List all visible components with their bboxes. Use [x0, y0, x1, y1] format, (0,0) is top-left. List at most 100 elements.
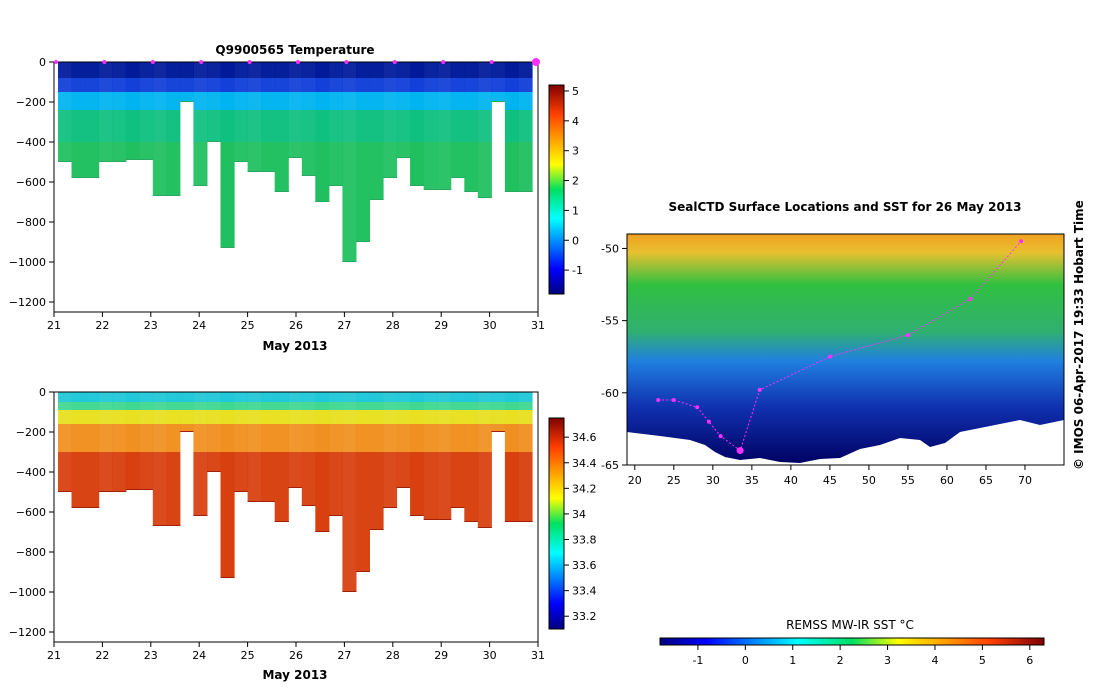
profile-layer — [328, 92, 343, 110]
profile-bottom — [383, 177, 398, 178]
profile-layer — [261, 142, 276, 172]
profile-layer — [423, 402, 438, 410]
y-tick-label: −1200 — [9, 296, 46, 309]
profile-layer — [355, 142, 370, 242]
profile-layer — [125, 78, 140, 92]
profile-layer — [139, 424, 154, 452]
profile-column — [125, 62, 140, 160]
x-tick-label: 29 — [434, 649, 448, 662]
profile-layer — [234, 110, 249, 142]
profile-layer — [85, 92, 100, 110]
profile-layer — [355, 78, 370, 92]
profile-bottom — [247, 501, 262, 502]
profile-layer — [139, 402, 154, 410]
map-y-tick-label: -55 — [601, 315, 619, 328]
profile-layer — [247, 78, 262, 92]
profile-bottom — [328, 515, 343, 516]
profile-column — [193, 62, 208, 186]
profile-layer — [179, 92, 194, 102]
profile-layer — [247, 62, 262, 78]
profile-bottom — [58, 491, 73, 492]
profile-layer — [396, 142, 411, 158]
y-tick-label: 0 — [39, 386, 46, 399]
profile-layer — [207, 78, 222, 92]
profile-layer — [369, 392, 384, 402]
track-point — [1019, 239, 1024, 244]
profile-bottom — [301, 505, 316, 506]
profile-layer — [112, 110, 127, 142]
profile-layer — [315, 78, 330, 92]
profile-layer — [139, 410, 154, 424]
sst-colorbar — [659, 637, 1045, 646]
profile-layer — [491, 78, 506, 92]
profile-bottom — [125, 489, 140, 490]
profile-bottom — [220, 247, 235, 248]
profile-layer — [437, 142, 452, 190]
profile-layer — [274, 402, 289, 410]
profile-column — [504, 62, 519, 192]
sst-colorbar-tick-label: 3 — [884, 654, 891, 667]
map-title: SealCTD Surface Locations and SST for 26… — [668, 200, 1021, 214]
profile-layer — [315, 402, 330, 410]
surface-marker — [199, 60, 204, 64]
profile-layer — [423, 62, 438, 78]
salinity-panel: 21 22 23 24 25 26 27 28 29 30 31 0 −200 −400 −600 −800 −… — [9, 386, 597, 682]
profile-layer — [518, 92, 533, 110]
profile-layer — [234, 452, 249, 492]
profile-bottom — [71, 507, 86, 508]
profile-layer — [112, 402, 127, 410]
profile-layer — [288, 142, 303, 158]
profile-column — [58, 392, 73, 492]
profile-bottom — [207, 471, 222, 472]
profile-column — [328, 392, 343, 516]
temperature-xlabel: May 2013 — [262, 339, 327, 353]
profile-layer — [301, 410, 316, 424]
profile-bottom — [342, 261, 357, 262]
profile-layer — [71, 402, 86, 410]
track-point — [736, 447, 744, 455]
profile-layer — [247, 92, 262, 110]
profile-layer — [410, 78, 425, 92]
profile-layer — [437, 62, 452, 78]
x-tick-label: 23 — [144, 319, 158, 332]
profile-layer — [58, 410, 73, 424]
x-tick-label: 24 — [192, 319, 206, 332]
profile-column — [234, 392, 249, 492]
surface-marker — [441, 60, 446, 64]
profile-layer — [112, 452, 127, 492]
profile-column — [261, 392, 276, 502]
profile-layer — [274, 62, 289, 78]
profile-layer — [423, 78, 438, 92]
profile-layer — [315, 92, 330, 110]
profile-layer — [342, 424, 357, 452]
profile-layer — [220, 452, 235, 578]
profile-layer — [179, 410, 194, 424]
surface-marker — [344, 60, 349, 64]
profile-layer — [328, 392, 343, 402]
profile-layer — [98, 402, 113, 410]
profile-bottom — [166, 195, 181, 196]
profile-layer — [58, 452, 73, 492]
profile-layer — [58, 424, 73, 452]
profile-bottom — [423, 519, 438, 520]
colorbar-tick-label: 3 — [572, 145, 579, 158]
profile-column — [396, 62, 411, 158]
profile-column — [179, 392, 194, 432]
profile-layer — [166, 78, 181, 92]
profile-layer — [437, 110, 452, 142]
profile-layer — [504, 110, 519, 142]
surface-marker — [392, 60, 397, 64]
profile-layer — [261, 452, 276, 502]
x-tick-label: 28 — [386, 649, 400, 662]
profile-layer — [369, 410, 384, 424]
profile-column — [410, 62, 425, 186]
profile-bottom — [247, 171, 262, 172]
profile-layer — [396, 410, 411, 424]
profile-column — [179, 62, 194, 102]
colorbar-tick-label: 2 — [572, 175, 579, 188]
profile-layer — [98, 110, 113, 142]
profile-layer — [98, 92, 113, 110]
profile-bottom — [477, 527, 492, 528]
profile-layer — [193, 392, 208, 402]
profile-layer — [410, 424, 425, 452]
